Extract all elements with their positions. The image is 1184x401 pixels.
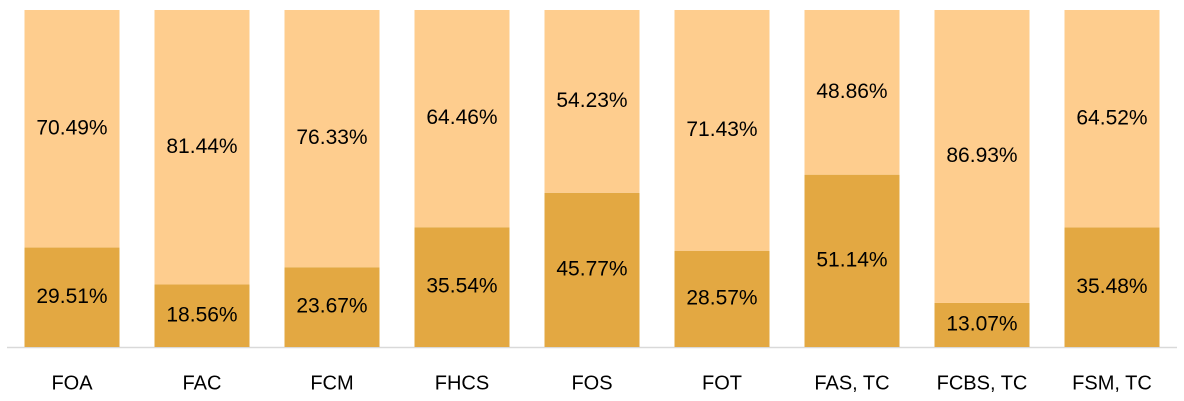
value-label: 51.14%	[816, 248, 887, 271]
bar-segment	[674, 250, 770, 347]
bar-segment	[934, 302, 1030, 347]
bar-segment	[24, 247, 120, 347]
value-label: 28.57%	[686, 286, 757, 309]
x-tick-label: FOS	[571, 372, 612, 394]
bar-segment	[934, 10, 1030, 303]
bar-segment	[804, 10, 900, 175]
value-label: 64.46%	[426, 106, 497, 129]
value-label: 23.67%	[296, 295, 367, 318]
value-label: 29.51%	[36, 285, 107, 308]
x-tick-label: FOA	[51, 372, 93, 394]
bar-segment	[414, 10, 510, 228]
x-tick-label: FCBS, TC	[937, 372, 1028, 394]
x-tick-label: FAS, TC	[814, 372, 889, 394]
bar-segment	[544, 10, 640, 193]
value-label: 35.54%	[426, 275, 497, 298]
x-tick-label: FCM	[310, 372, 353, 394]
bar-segment	[804, 174, 900, 347]
bar-segment	[414, 227, 510, 347]
value-label: 86.93%	[946, 144, 1017, 167]
bar-segment	[154, 10, 250, 285]
bar-segment	[1064, 10, 1160, 228]
bar-segment	[24, 10, 120, 248]
bar-segment	[1064, 227, 1160, 347]
bar-segment	[284, 10, 380, 268]
value-label: 13.07%	[946, 313, 1017, 336]
value-label: 18.56%	[166, 303, 237, 326]
bar-segment	[154, 284, 250, 347]
bar-segment	[284, 267, 380, 347]
bar-segment	[544, 192, 640, 347]
x-tick-label: FAC	[183, 372, 222, 394]
value-label: 48.86%	[816, 80, 887, 103]
value-label: 70.49%	[36, 116, 107, 139]
value-label: 35.48%	[1076, 275, 1147, 298]
x-tick-label: FSM, TC	[1072, 372, 1152, 394]
x-tick-label: FOT	[702, 372, 742, 394]
value-label: 64.52%	[1076, 106, 1147, 129]
value-label: 45.77%	[556, 257, 627, 280]
x-tick-label: FHCS	[435, 372, 489, 394]
value-label: 54.23%	[556, 89, 627, 112]
value-label: 81.44%	[166, 135, 237, 158]
value-label: 76.33%	[296, 126, 367, 149]
value-label: 71.43%	[686, 118, 757, 141]
bar-segment	[674, 10, 770, 251]
